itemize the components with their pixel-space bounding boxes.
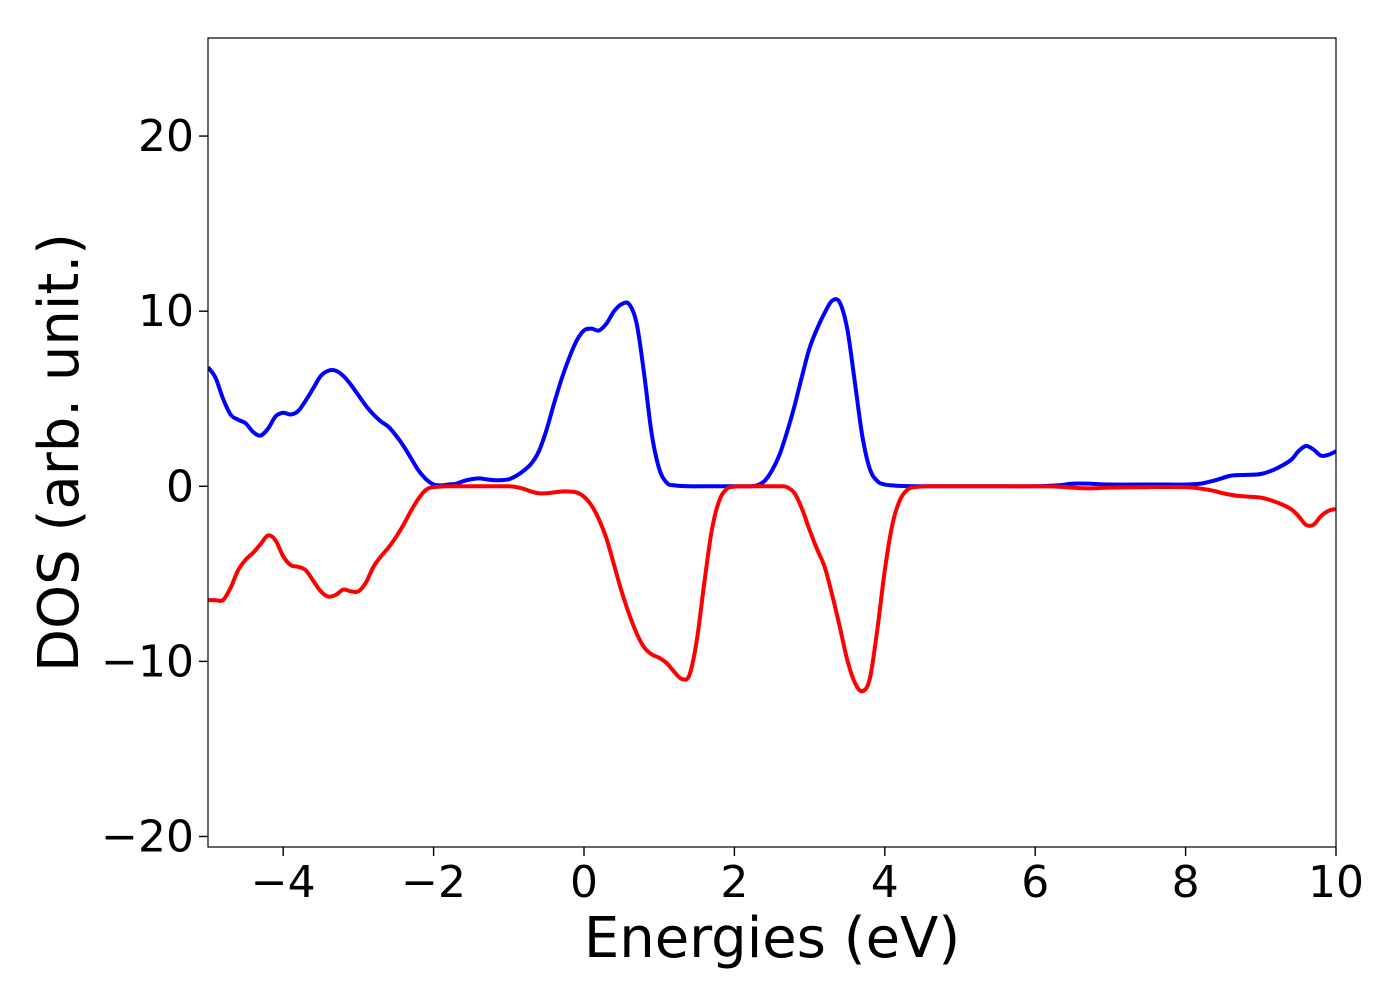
x-tick-label: −4 — [251, 857, 316, 908]
y-tick-label: 10 — [138, 286, 194, 337]
x-tick-label: 8 — [1172, 857, 1200, 908]
x-axis: −4 −2 0 2 4 6 8 10 — [251, 847, 1364, 908]
x-axis-title: Energies (eV) — [584, 906, 960, 971]
x-tick-label: −2 — [401, 857, 466, 908]
x-tick-label: 2 — [720, 857, 748, 908]
series-line-1 — [208, 297, 1336, 489]
y-axis-title: DOS (arb. unit.) — [27, 233, 92, 672]
x-tick-label: 10 — [1308, 857, 1364, 908]
y-tick-label: 0 — [166, 461, 194, 512]
x-tick-label: 0 — [570, 857, 598, 908]
plot-area — [208, 297, 1336, 694]
x-tick-label: 4 — [871, 857, 899, 908]
y-axis: −20 −10 0 10 20 — [101, 111, 208, 862]
y-tick-label: −20 — [101, 811, 194, 862]
series-line-2 — [208, 484, 1336, 694]
x-tick-label: 6 — [1021, 857, 1049, 908]
y-tick-label: −10 — [101, 636, 194, 687]
plot-frame — [207, 37, 1337, 848]
y-tick-label: 20 — [138, 111, 194, 162]
